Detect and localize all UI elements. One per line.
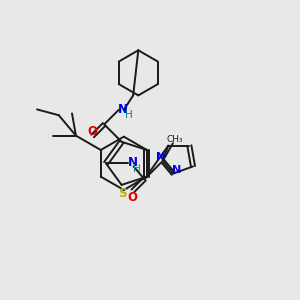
Text: N: N (172, 164, 181, 175)
Text: N: N (118, 103, 128, 116)
Text: N: N (128, 156, 138, 169)
Text: S: S (118, 187, 127, 200)
Text: N: N (156, 152, 165, 162)
Text: H: H (125, 110, 133, 120)
Text: H: H (133, 164, 140, 175)
Text: O: O (88, 125, 98, 138)
Text: CH₃: CH₃ (167, 135, 183, 144)
Text: O: O (128, 190, 138, 203)
